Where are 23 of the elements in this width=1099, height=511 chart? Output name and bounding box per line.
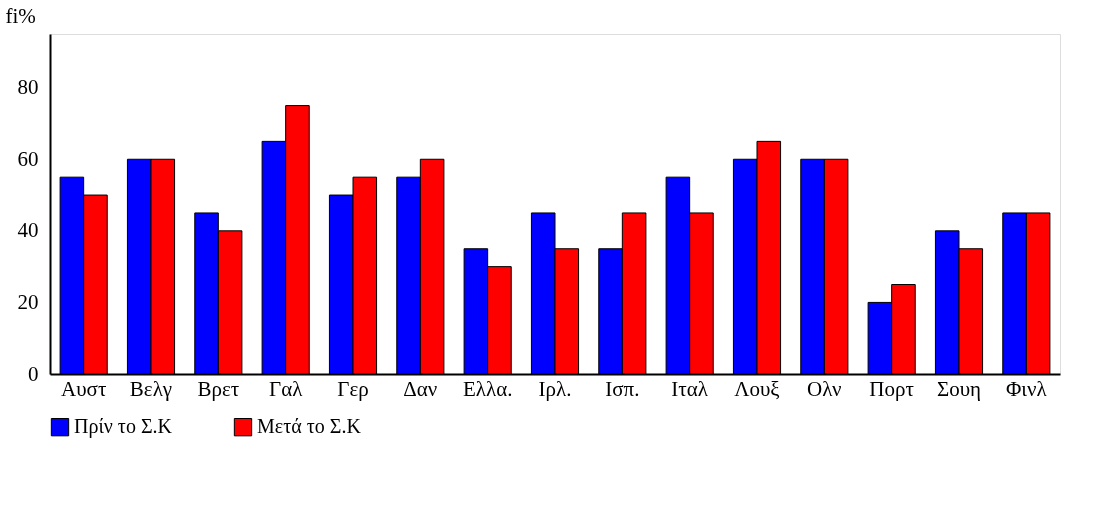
x-tick-label: Λουξ xyxy=(734,376,780,401)
x-tick-label: Ολν xyxy=(807,376,842,401)
x-tick-label: Γερ xyxy=(337,376,369,401)
x-tick-label: Αυστ xyxy=(61,376,107,401)
y-tick-label: 60 xyxy=(17,146,39,171)
x-tick-label: Ιρλ. xyxy=(538,376,572,401)
y-tick-label: 40 xyxy=(17,218,39,243)
x-tick-label: Ισπ. xyxy=(605,376,640,401)
x-tick-label: Πορτ xyxy=(869,376,914,401)
y-tick-label: 20 xyxy=(17,289,39,314)
y-axis-title: fi% xyxy=(5,3,36,28)
x-tick-label: Σουη xyxy=(936,376,982,401)
x-tick-label: Ελλα. xyxy=(462,376,513,401)
x-tick-label: Γαλ xyxy=(269,376,304,401)
x-tick-label: Βελγ xyxy=(129,376,173,401)
x-tick-label: Φινλ xyxy=(1005,376,1048,401)
legend-label: Πρίν το Σ.Κ xyxy=(74,415,173,439)
x-tick-label: Δαν xyxy=(403,376,438,401)
x-tick-label: Ιταλ xyxy=(671,376,709,401)
legend-label: Μετά το Σ.Κ xyxy=(257,415,362,438)
x-tick-label: Βρετ xyxy=(197,376,240,401)
y-tick-label: 0 xyxy=(28,361,39,386)
y-tick-label: 80 xyxy=(17,75,39,100)
